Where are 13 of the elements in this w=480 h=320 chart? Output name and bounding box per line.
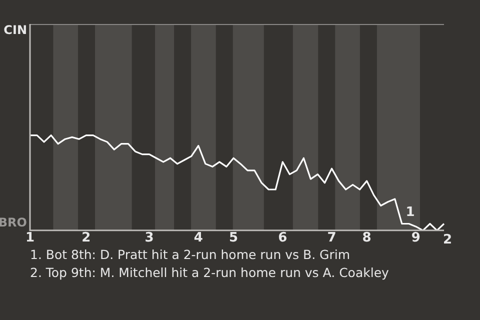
text: CIN (4, 23, 27, 38)
x-tick-label: 9 (411, 230, 420, 246)
x-tick-label: 5 (228, 230, 238, 246)
x-tick-label: 8 (362, 230, 372, 246)
annotation: 1 (406, 205, 415, 220)
x-tick-label: 4 (194, 230, 203, 246)
text: 2. Top 9th: M. Mitchell hit a 2-run home run vs A. Coakley (30, 264, 390, 282)
x-tick-label: 2 (82, 230, 91, 246)
x-tick-label: 3 (144, 230, 154, 246)
x-tick-label: 1 (25, 230, 35, 246)
text: 1. Bot 8th: D. Pratt hit a 2-run home run vs B. Grim (30, 246, 351, 264)
x-tick-label: 6 (278, 230, 288, 246)
x-tick-label: 7 (327, 230, 336, 246)
